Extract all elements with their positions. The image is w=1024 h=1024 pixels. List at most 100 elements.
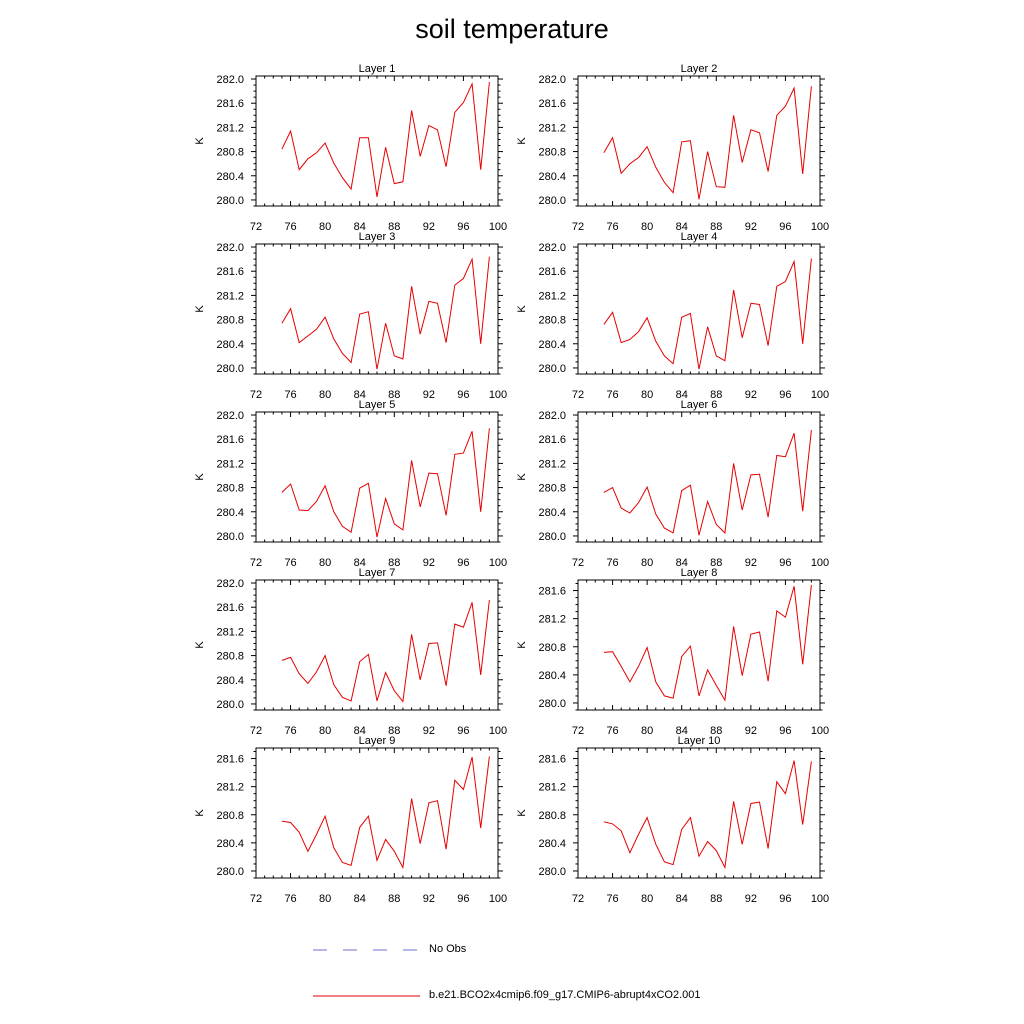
y-axis-label: K (194, 305, 206, 313)
y-axis-label: K (516, 641, 528, 649)
y-tick-label: 281.6 (216, 754, 244, 766)
series-line (603, 258, 812, 370)
y-tick-label: 280.0 (216, 531, 244, 543)
series-line (281, 81, 490, 197)
x-tick-label: 88 (710, 725, 722, 737)
y-tick-label: 280.4 (538, 171, 566, 183)
chart-title: soil temperature (415, 14, 609, 44)
x-tick-label: 92 (745, 389, 757, 401)
y-tick-label: 280.0 (216, 699, 244, 711)
panel-3: Layer 3 K 72 76 80 84 88 92 96 100 280.0 280.4 280.8… (194, 231, 507, 401)
x-tick-label: 100 (811, 725, 829, 737)
y-tick-label: 280.0 (216, 195, 244, 207)
x-tick-label: 76 (284, 557, 296, 569)
plot-frame (255, 75, 499, 207)
x-tick-label: 84 (354, 221, 366, 233)
y-tick-label: 281.2 (216, 626, 244, 638)
x-tick-label: 84 (354, 389, 366, 401)
y-tick-label: 280.0 (538, 698, 566, 710)
panel-title: Layer 1 (359, 63, 396, 75)
x-tick-label: 92 (423, 725, 435, 737)
x-tick-label: 84 (354, 893, 366, 905)
y-tick-label: 280.4 (538, 507, 566, 519)
series-line (603, 760, 812, 870)
y-axis-label: K (516, 137, 528, 145)
y-tick-label: 281.2 (538, 614, 566, 626)
x-tick-label: 96 (779, 221, 791, 233)
x-tick-label: 84 (676, 893, 688, 905)
x-tick-label: 72 (572, 725, 584, 737)
y-tick-label: 281.6 (216, 98, 244, 110)
x-tick-label: 80 (319, 893, 331, 905)
x-tick-label: 100 (811, 893, 829, 905)
y-tick-label: 280.4 (216, 675, 244, 687)
y-tick-label: 280.8 (216, 147, 244, 159)
x-tick-label: 72 (250, 389, 262, 401)
x-tick-label: 96 (779, 725, 791, 737)
y-tick-label: 281.6 (538, 754, 566, 766)
x-tick-label: 76 (284, 389, 296, 401)
panel-4: Layer 4 K 72 76 80 84 88 92 96 100 280.0 280.4 280.8… (516, 231, 829, 401)
y-tick-label: 282.0 (538, 242, 566, 254)
panel-9: Layer 9 K 72 76 80 84 88 92 96 100 280.0 280.4 280.8… (194, 735, 507, 905)
panel-title: Layer 4 (681, 231, 718, 243)
y-tick-label: 281.6 (538, 434, 566, 446)
y-axis-label: K (194, 641, 206, 649)
y-tick-label: 280.8 (216, 651, 244, 663)
x-tick-label: 80 (641, 221, 653, 233)
x-tick-label: 80 (319, 557, 331, 569)
x-tick-label: 72 (572, 557, 584, 569)
panel-8: Layer 8 K 72 76 80 84 88 92 96 100 280.0 280.4 280.8… (516, 567, 829, 737)
x-tick-label: 72 (572, 221, 584, 233)
x-tick-label: 100 (811, 557, 829, 569)
y-tick-label: 280.8 (538, 810, 566, 822)
y-tick-label: 280.0 (216, 866, 244, 878)
x-tick-label: 92 (745, 893, 757, 905)
y-tick-label: 281.6 (216, 602, 244, 614)
y-tick-label: 281.2 (216, 782, 244, 794)
x-tick-label: 88 (710, 557, 722, 569)
y-tick-label: 280.8 (538, 483, 566, 495)
x-tick-label: 84 (354, 725, 366, 737)
y-tick-label: 282.0 (216, 578, 244, 590)
panel-title: Layer 9 (359, 735, 396, 747)
x-tick-label: 96 (457, 725, 469, 737)
series-line (603, 86, 812, 200)
x-tick-label: 100 (489, 893, 507, 905)
y-axis-label: K (194, 137, 206, 145)
y-tick-label: 281.2 (216, 458, 244, 470)
y-tick-label: 280.0 (216, 363, 244, 375)
x-tick-label: 96 (779, 893, 791, 905)
series-line (603, 430, 812, 536)
x-tick-label: 92 (423, 557, 435, 569)
x-tick-label: 84 (676, 389, 688, 401)
x-tick-label: 100 (489, 725, 507, 737)
x-tick-label: 88 (388, 389, 400, 401)
x-tick-label: 88 (710, 389, 722, 401)
y-tick-label: 280.4 (538, 339, 566, 351)
x-tick-label: 92 (745, 725, 757, 737)
x-tick-label: 96 (457, 389, 469, 401)
panel-title: Layer 5 (359, 399, 396, 411)
x-tick-label: 88 (710, 893, 722, 905)
x-tick-label: 80 (319, 389, 331, 401)
series-line (281, 428, 490, 538)
x-tick-label: 84 (676, 221, 688, 233)
x-tick-label: 96 (457, 221, 469, 233)
x-tick-label: 80 (641, 557, 653, 569)
x-tick-label: 100 (811, 221, 829, 233)
y-tick-label: 281.2 (538, 122, 566, 134)
x-tick-label: 80 (641, 389, 653, 401)
y-tick-label: 280.4 (216, 339, 244, 351)
panel-title: Layer 6 (681, 399, 718, 411)
x-tick-label: 72 (250, 725, 262, 737)
y-axis-label: K (194, 473, 206, 481)
plot-frame (577, 747, 821, 879)
y-tick-label: 281.6 (538, 98, 566, 110)
panel-6: Layer 6 K 72 76 80 84 88 92 96 100 280.0 280.4 280.8… (516, 399, 829, 569)
panel-title: Layer 7 (359, 567, 396, 579)
x-tick-label: 96 (457, 893, 469, 905)
x-tick-label: 92 (423, 893, 435, 905)
x-tick-label: 80 (319, 725, 331, 737)
